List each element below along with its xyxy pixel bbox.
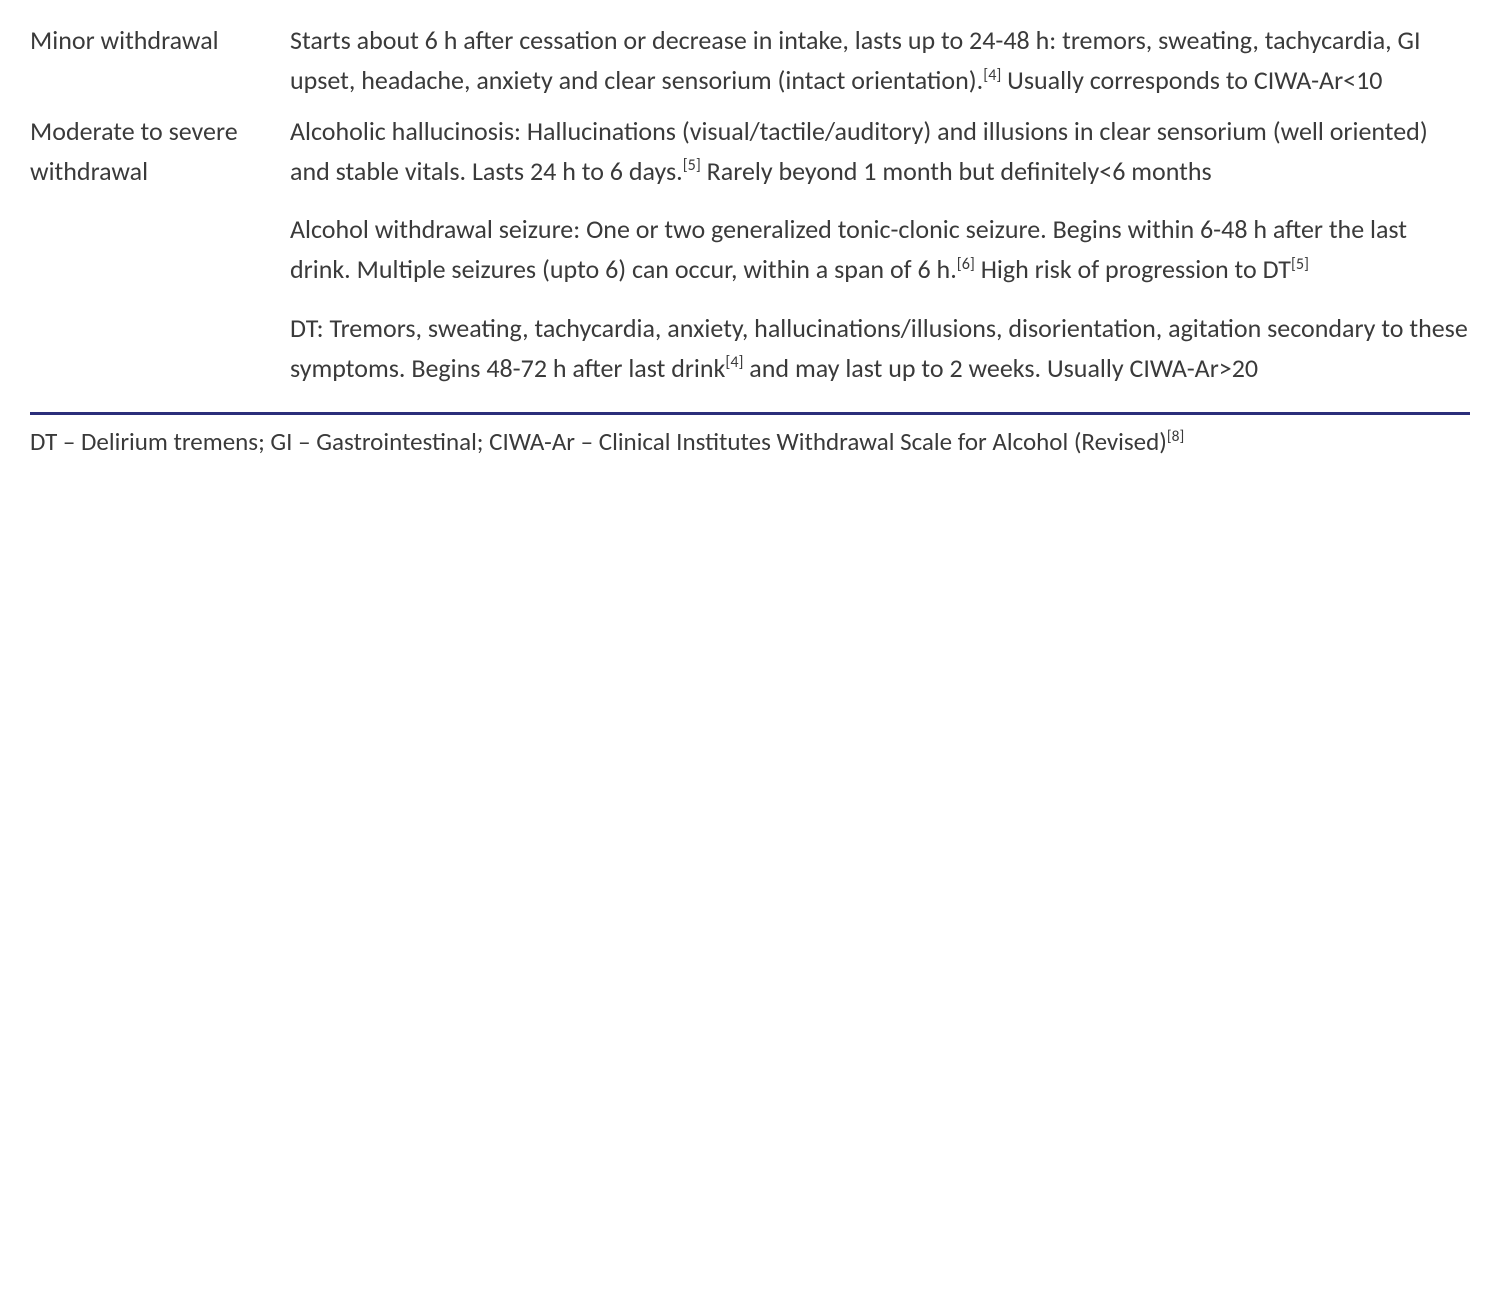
description-paragraph: DT: Tremors, sweating, tachycardia, anxi…: [290, 308, 1470, 389]
row-label: Minor withdrawal: [30, 20, 260, 60]
footnote: DT – Delirium tremens; GI – Gastrointest…: [30, 423, 1470, 461]
description-paragraph: Alcoholic hallucinosis: Hallucinations (…: [290, 111, 1470, 192]
row-description: Alcoholic hallucinosis: Hallucinations (…: [290, 111, 1470, 389]
section-divider: [30, 412, 1470, 415]
table-row: Minor withdrawal Starts about 6 h after …: [30, 20, 1470, 101]
description-paragraph: Alcohol withdrawal seizure: One or two g…: [290, 209, 1470, 290]
description-paragraph: Starts about 6 h after cessation or decr…: [290, 20, 1470, 101]
row-description: Starts about 6 h after cessation or decr…: [290, 20, 1470, 101]
row-label: Moderate to severe withdrawal: [30, 111, 260, 192]
table-row: Moderate to severe withdrawal Alcoholic …: [30, 111, 1470, 389]
withdrawal-table: Minor withdrawal Starts about 6 h after …: [30, 20, 1470, 398]
